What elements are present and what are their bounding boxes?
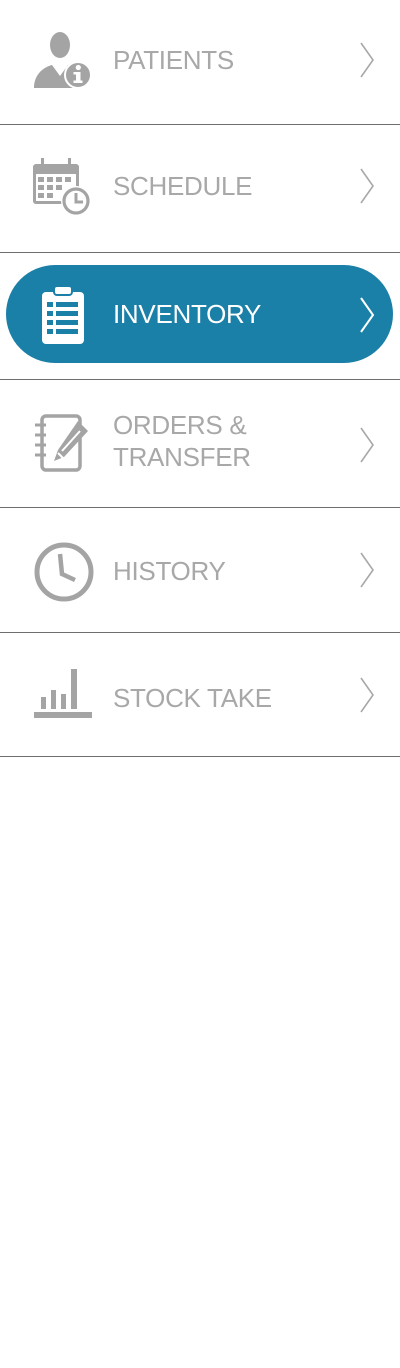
bar-chart-icon (30, 661, 94, 725)
chevron-right-icon (356, 675, 378, 715)
menu-item-label: STOCK TAKE (113, 683, 272, 713)
menu-item-label: PATIENTS (113, 45, 234, 75)
chevron-right-icon (356, 550, 378, 590)
menu-item-label: ORDERS & TRANSFER (113, 409, 251, 473)
menu-item-label: SCHEDULE (113, 171, 253, 201)
menu-item-inventory[interactable]: INVENTORY (0, 253, 400, 380)
chevron-right-icon (356, 295, 378, 335)
menu-item-schedule[interactable]: SCHEDULE (0, 125, 400, 253)
patient-info-icon (30, 28, 94, 92)
chevron-right-icon (356, 166, 378, 206)
menu-item-label-line2: TRANSFER (113, 442, 251, 472)
menu-item-orders-transfer[interactable]: ORDERS & TRANSFER (0, 380, 400, 508)
clipboard-list-icon (33, 283, 97, 347)
menu-item-label: INVENTORY (113, 299, 262, 329)
clock-icon (30, 540, 94, 604)
menu-item-label: HISTORY (113, 556, 226, 586)
calendar-clock-icon (30, 155, 94, 219)
chevron-right-icon (356, 40, 378, 80)
side-menu: PATIENTS (0, 0, 400, 757)
menu-item-patients[interactable]: PATIENTS (0, 0, 400, 125)
menu-item-stock-take[interactable]: STOCK TAKE (0, 633, 400, 757)
menu-item-history[interactable]: HISTORY (0, 508, 400, 633)
menu-item-label-line1: ORDERS & (113, 410, 247, 440)
notebook-pencil-icon (30, 413, 94, 477)
chevron-right-icon (356, 425, 378, 465)
